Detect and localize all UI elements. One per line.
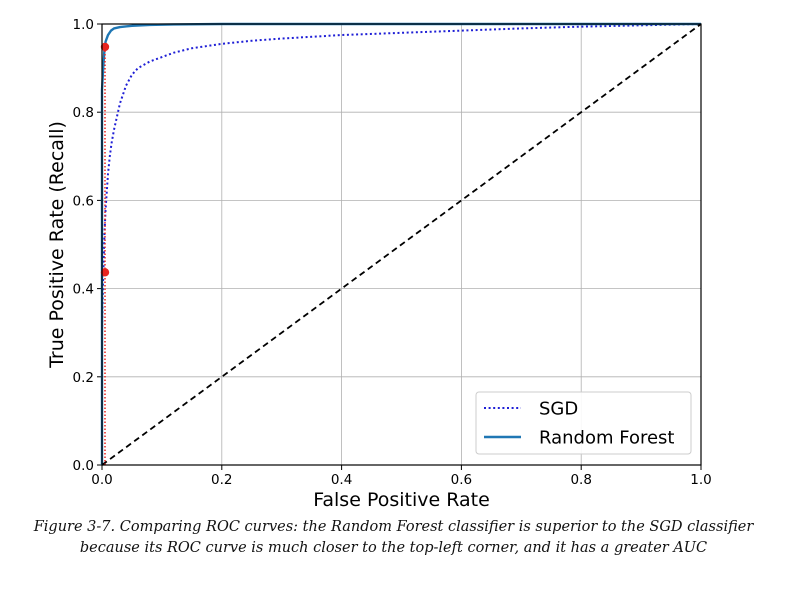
caption-line-2: because its ROC curve is much closer to …: [79, 540, 708, 556]
y-ticks: 0.0 0.2 0.4 0.6 0.8 1.0: [73, 17, 102, 474]
x-axis-label: False Positive Rate: [313, 489, 490, 511]
series-line-chance-diagonal: [101, 23, 702, 466]
roc-chart: 0.0 0.2 0.4 0.6 0.8 1.0 0.0 0.2 0.4 0.6 0.8 1.0 Fa…: [46, 17, 712, 511]
legend-label-random-forest: Random Forest: [539, 428, 674, 449]
y-tick-label: 0.4: [73, 282, 94, 298]
x-tick-label: 0.8: [570, 472, 591, 488]
y-tick-label: 0.6: [73, 193, 94, 209]
x-tick-label: 0.2: [211, 472, 232, 488]
y-axis-label: True Positive Rate (Recall): [46, 121, 68, 369]
figure-caption: Figure 3-7. Comparing ROC curves: the Ra…: [20, 517, 767, 559]
threshold-point: [100, 42, 110, 52]
threshold-point: [100, 268, 110, 277]
legend-box: [475, 391, 692, 455]
y-tick-label: 1.0: [73, 17, 94, 33]
x-ticks: 0.0 0.2 0.4 0.6 0.8 1.0: [91, 465, 712, 488]
plot-frame: [101, 23, 702, 466]
legend: SGD Random Forest: [475, 391, 692, 455]
x-tick-label: 1.0: [690, 472, 711, 488]
x-tick-label: 0.4: [331, 472, 352, 488]
annotation-layer: [100, 42, 110, 465]
y-tick-label: 0.2: [73, 370, 94, 386]
y-tick-label: 0.0: [73, 458, 94, 474]
series-line-sgd: [101, 23, 702, 465]
caption-line-1: Figure 3-7. Comparing ROC curves: the Ra…: [33, 519, 754, 535]
x-tick-label: 0.6: [451, 472, 472, 488]
y-tick-label: 0.8: [73, 105, 94, 121]
x-tick-label: 0.0: [91, 472, 112, 488]
legend-label-sgd: SGD: [539, 399, 578, 420]
